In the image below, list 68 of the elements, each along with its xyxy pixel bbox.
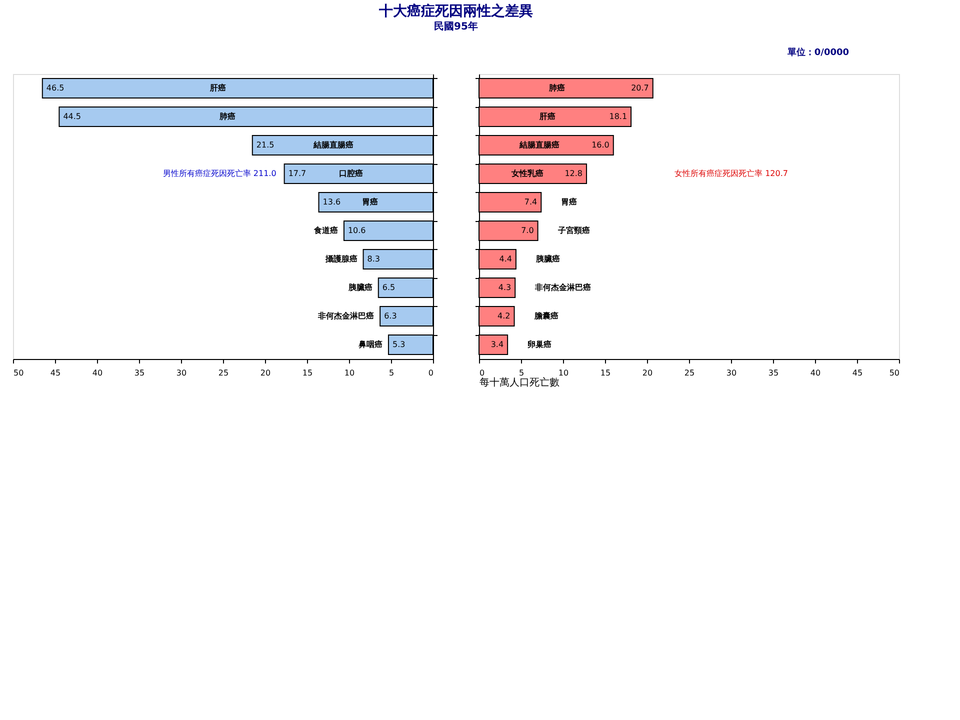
x-axis-title: 每十萬人口死亡數	[480, 376, 560, 388]
y-tick-label: 胰臟癌	[347, 282, 372, 292]
data-label: 4.3	[498, 282, 512, 292]
data-label: 12.8	[564, 168, 583, 178]
x-tick-label: 15	[302, 368, 313, 378]
y-tick-label: 攝護腺癌	[324, 253, 358, 264]
annotation: 男性所有癌症死因死亡率 211.0	[162, 168, 276, 178]
y-tick-label: 卵巢癌	[526, 338, 552, 349]
data-label: 4.2	[498, 311, 510, 320]
y-tick-label: 膽囊癌	[533, 310, 558, 320]
data-label: 7.0	[521, 226, 534, 235]
data-label: 17.7	[288, 168, 306, 178]
data-label: 16.0	[592, 140, 610, 150]
data-label: 21.5	[256, 140, 274, 150]
data-label: 20.7	[631, 83, 649, 92]
y-tick-label: 肝癌	[209, 82, 226, 92]
x-tick-label: 20	[260, 368, 271, 378]
data-label: 6.3	[384, 311, 397, 320]
x-tick-label: 5	[518, 368, 524, 378]
x-tick-label: 35	[768, 368, 779, 378]
data-label: 13.6	[322, 197, 341, 206]
y-tick-label: 肺癌	[548, 82, 566, 92]
data-label: 8.3	[367, 254, 380, 264]
y-tick-label: 肺癌	[218, 110, 236, 121]
annotation: 女性所有癌症死因死亡率 120.7	[674, 168, 788, 178]
x-tick-label: 40	[92, 368, 103, 378]
data-label: 10.6	[348, 226, 366, 235]
data-label: 6.5	[382, 282, 396, 292]
y-tick-label: 子宮頸癌	[556, 224, 590, 235]
x-tick-label: 35	[134, 368, 145, 378]
data-label: 7.4	[524, 197, 538, 206]
chart-title: 十大癌症死因兩性之差異	[378, 2, 533, 20]
text: 單位：0/0000	[786, 47, 849, 58]
x-tick-label: 25	[218, 368, 229, 378]
x-tick-label: 0	[428, 368, 434, 378]
data-label: 5.3	[392, 340, 406, 349]
x-tick-label: 40	[810, 368, 821, 378]
x-tick-label: 50	[14, 368, 24, 378]
y-tick-label: 胃癌	[362, 196, 378, 206]
data-label: 3.4	[490, 340, 504, 349]
x-tick-label: 20	[642, 368, 653, 378]
data-label: 44.5	[63, 112, 82, 121]
y-tick-label: 非何杰金淋巴癌	[534, 282, 592, 292]
x-tick-label: 45	[852, 368, 863, 378]
x-tick-label: 30	[176, 368, 187, 378]
x-tick-label: 10	[344, 368, 355, 378]
y-tick-label: 口腔癌	[339, 168, 364, 178]
x-tick-label: 15	[600, 368, 611, 378]
text: 民國95年	[434, 20, 478, 32]
y-tick-label: 非何杰金淋巴癌	[317, 310, 374, 320]
y-tick-label: 肝癌	[538, 110, 556, 121]
x-tick-label: 30	[726, 368, 737, 378]
y-tick-label: 結腸直腸癌	[312, 139, 354, 150]
y-tick-label: 鼻咽癌	[357, 338, 382, 349]
y-tick-label: 食道癌	[312, 224, 338, 235]
x-tick-label: 10	[558, 368, 569, 378]
x-tick-label: 0	[480, 368, 485, 378]
y-tick-label: 胰臟癌	[534, 253, 560, 264]
x-tick-label: 5	[388, 368, 394, 378]
data-label: 18.1	[609, 112, 628, 121]
x-tick-label: 45	[50, 368, 61, 378]
y-tick-label: 女性乳癌	[510, 168, 544, 178]
x-tick-label: 50	[889, 368, 900, 378]
x-tick-label: 25	[684, 368, 695, 378]
data-label: 46.5	[46, 83, 64, 92]
y-tick-label: 結腸直腸癌	[518, 139, 560, 150]
y-tick-label: 胃癌	[561, 196, 578, 206]
data-label: 4.4	[499, 254, 512, 264]
